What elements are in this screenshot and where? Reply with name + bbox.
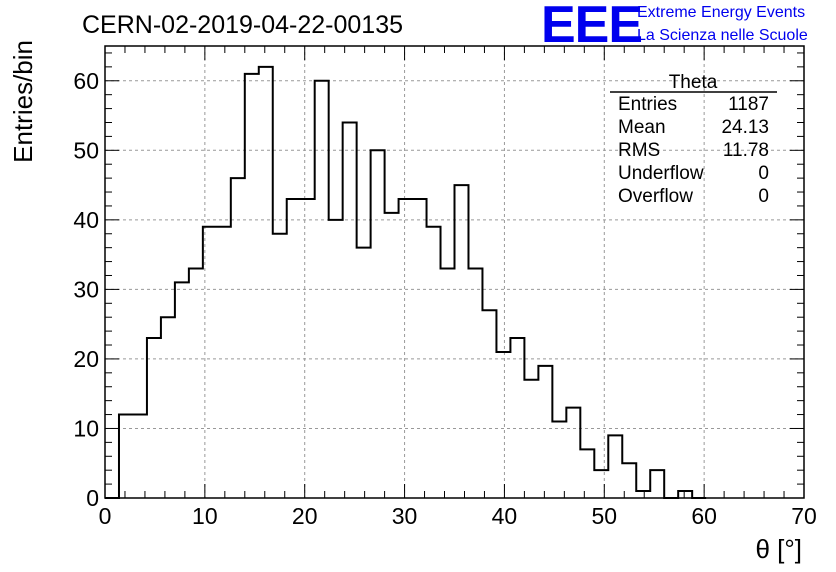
histogram-bin bbox=[217, 227, 231, 498]
histogram-bin bbox=[175, 282, 189, 498]
stats-label: Mean bbox=[618, 117, 666, 138]
histogram-bin bbox=[608, 435, 622, 498]
stats-box: Theta Entries 1187 Mean 24.13 RMS 11.78 Underf… bbox=[610, 72, 777, 207]
x-tick-label: 70 bbox=[791, 503, 817, 529]
histogram-bin bbox=[580, 449, 594, 498]
x-tick-label: 20 bbox=[292, 503, 318, 529]
x-tick-label: 40 bbox=[492, 503, 518, 529]
histogram-bin bbox=[552, 422, 566, 498]
histogram-bin bbox=[566, 408, 580, 498]
stats-label: Overflow bbox=[618, 186, 693, 207]
y-tick-label: 40 bbox=[73, 207, 99, 233]
histogram-bin bbox=[371, 150, 385, 498]
histogram-bin bbox=[231, 178, 245, 498]
histogram-bin bbox=[524, 380, 538, 498]
stats-value: 11.78 bbox=[723, 140, 769, 161]
histogram-bin bbox=[510, 338, 524, 498]
stats-value: 0 bbox=[758, 163, 769, 184]
eee-logo-line1: Extreme Energy Events bbox=[637, 4, 805, 21]
histogram-bin bbox=[455, 185, 469, 498]
histogram-bin bbox=[119, 415, 133, 498]
histogram-bin bbox=[496, 352, 510, 498]
stats-value: 24.13 bbox=[721, 117, 769, 138]
histogram-bin bbox=[189, 269, 203, 498]
histogram-bin bbox=[329, 220, 343, 498]
histogram-bin bbox=[259, 67, 273, 498]
histogram-bin bbox=[427, 227, 441, 498]
x-tick-label: 60 bbox=[691, 503, 717, 529]
stats-label: Underflow bbox=[618, 163, 704, 184]
histogram-bin bbox=[650, 470, 664, 498]
plot-frame bbox=[104, 45, 805, 499]
stats-rows: Entries 1187 Mean 24.13 RMS 11.78 Underflow 0 Ov… bbox=[618, 94, 769, 207]
y-tick-label: 20 bbox=[73, 346, 99, 372]
x-axis-label: θ [°] bbox=[755, 534, 802, 564]
histogram-bin bbox=[636, 491, 650, 498]
histogram-bin bbox=[161, 317, 175, 498]
histogram-bin bbox=[468, 269, 482, 498]
stats-value: 0 bbox=[758, 186, 769, 207]
chart-title: CERN-02-2019-04-22-00135 bbox=[82, 11, 403, 39]
histogram-bin bbox=[301, 199, 315, 498]
y-tick-labels: 0 10 20 30 40 50 60 bbox=[73, 68, 99, 511]
histogram-bin bbox=[399, 199, 413, 498]
histogram-bin bbox=[147, 338, 161, 498]
y-tick-label: 0 bbox=[86, 485, 99, 511]
y-axis-label: Entries/bin bbox=[8, 40, 38, 163]
eee-logo: EEE Extreme Energy Events La Scienza nel… bbox=[541, 0, 808, 54]
histogram-bin bbox=[538, 366, 552, 498]
y-tick-label: 50 bbox=[73, 137, 99, 163]
histogram-bin bbox=[482, 310, 496, 498]
histogram-outline bbox=[105, 65, 707, 499]
histogram-bin bbox=[441, 269, 455, 498]
axis-ticks bbox=[104, 46, 805, 499]
histogram-bin bbox=[287, 199, 301, 498]
eee-logo-line2: La Scienza nelle Scuole bbox=[637, 27, 808, 44]
stats-name: Theta bbox=[669, 72, 718, 93]
y-tick-label: 30 bbox=[73, 276, 99, 302]
x-tick-label: 50 bbox=[591, 503, 617, 529]
histogram-bin bbox=[203, 227, 217, 498]
x-tick-label: 30 bbox=[392, 503, 418, 529]
stats-label: Entries bbox=[618, 94, 677, 115]
histogram-bin bbox=[594, 470, 608, 498]
y-tick-label: 60 bbox=[73, 68, 99, 94]
histogram-series bbox=[105, 65, 707, 499]
histogram-bin bbox=[343, 122, 357, 498]
stats-label: RMS bbox=[618, 140, 660, 161]
histogram-bin bbox=[133, 415, 147, 498]
x-tick-labels: 0 10 20 30 40 50 60 70 bbox=[99, 503, 817, 529]
histogram-bin bbox=[273, 234, 287, 498]
histogram-bin bbox=[357, 248, 371, 498]
histogram-bin bbox=[385, 213, 399, 498]
x-tick-label: 0 bbox=[99, 503, 112, 529]
x-tick-label: 10 bbox=[192, 503, 218, 529]
histogram-bin bbox=[413, 199, 427, 498]
eee-logo-letters: EEE bbox=[541, 0, 642, 54]
stats-value: 1187 bbox=[728, 94, 769, 115]
histogram-bin bbox=[315, 81, 329, 498]
y-tick-label: 10 bbox=[73, 415, 99, 441]
histogram-bin bbox=[678, 491, 692, 498]
histogram-bin bbox=[245, 74, 259, 498]
